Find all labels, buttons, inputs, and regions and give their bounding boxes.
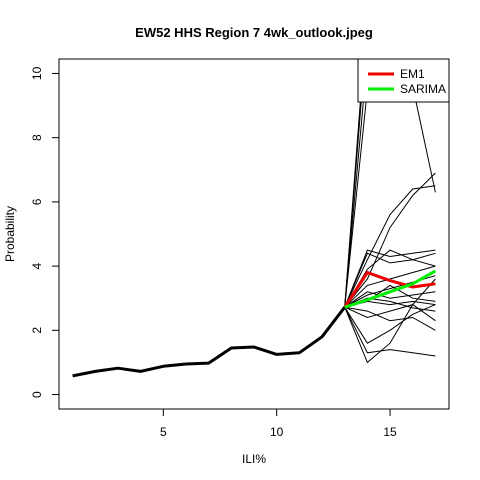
ensemble-line-10 xyxy=(344,265,436,308)
x-axis-label: ILI% xyxy=(242,452,266,466)
y-axis: 0 2 4 6 8 10 xyxy=(30,66,60,398)
ensemble-line-7 xyxy=(344,249,436,308)
plot-frame xyxy=(58,58,450,410)
x-tick-label: 15 xyxy=(383,425,397,439)
series-line-sarima xyxy=(344,269,437,309)
legend-label-em1: EM1 xyxy=(400,67,425,81)
ensemble-line-4 xyxy=(344,59,436,308)
y-tick-label: 4 xyxy=(30,262,44,269)
y-tick-label: 10 xyxy=(30,66,44,80)
ensemble-line-8 xyxy=(344,252,436,308)
ensemble-line-19 xyxy=(344,278,436,364)
history-line xyxy=(72,306,346,378)
x-tick-label: 5 xyxy=(160,425,167,439)
x-axis: 5 10 15 xyxy=(160,408,397,439)
ensemble-line-1 xyxy=(344,59,366,308)
ensemble-line-12 xyxy=(344,291,436,308)
plot-area xyxy=(72,59,437,378)
series-line-em1 xyxy=(343,271,436,309)
y-tick-label: 0 xyxy=(30,391,44,398)
ensemble-line-3 xyxy=(344,59,377,308)
legend-box xyxy=(357,58,450,103)
y-axis-label: Probability xyxy=(3,206,17,262)
ensemble-line-16 xyxy=(344,304,436,322)
y-tick-label: 2 xyxy=(30,327,44,334)
x-tick-label: 10 xyxy=(270,425,284,439)
chart-title: EW52 HHS Region 7 4wk_outlook.jpeg xyxy=(135,25,373,40)
ensemble-line-20 xyxy=(344,306,436,357)
plot-lines xyxy=(72,59,437,378)
ensemble-line-6 xyxy=(344,172,436,308)
legend-label-sarima: SARIMA xyxy=(400,82,446,96)
y-tick-label: 8 xyxy=(30,134,44,141)
y-tick-label: 6 xyxy=(30,198,44,205)
ensemble-line-18 xyxy=(344,304,436,344)
ensemble-line-2 xyxy=(344,59,368,308)
ensemble-line-17 xyxy=(344,306,436,331)
